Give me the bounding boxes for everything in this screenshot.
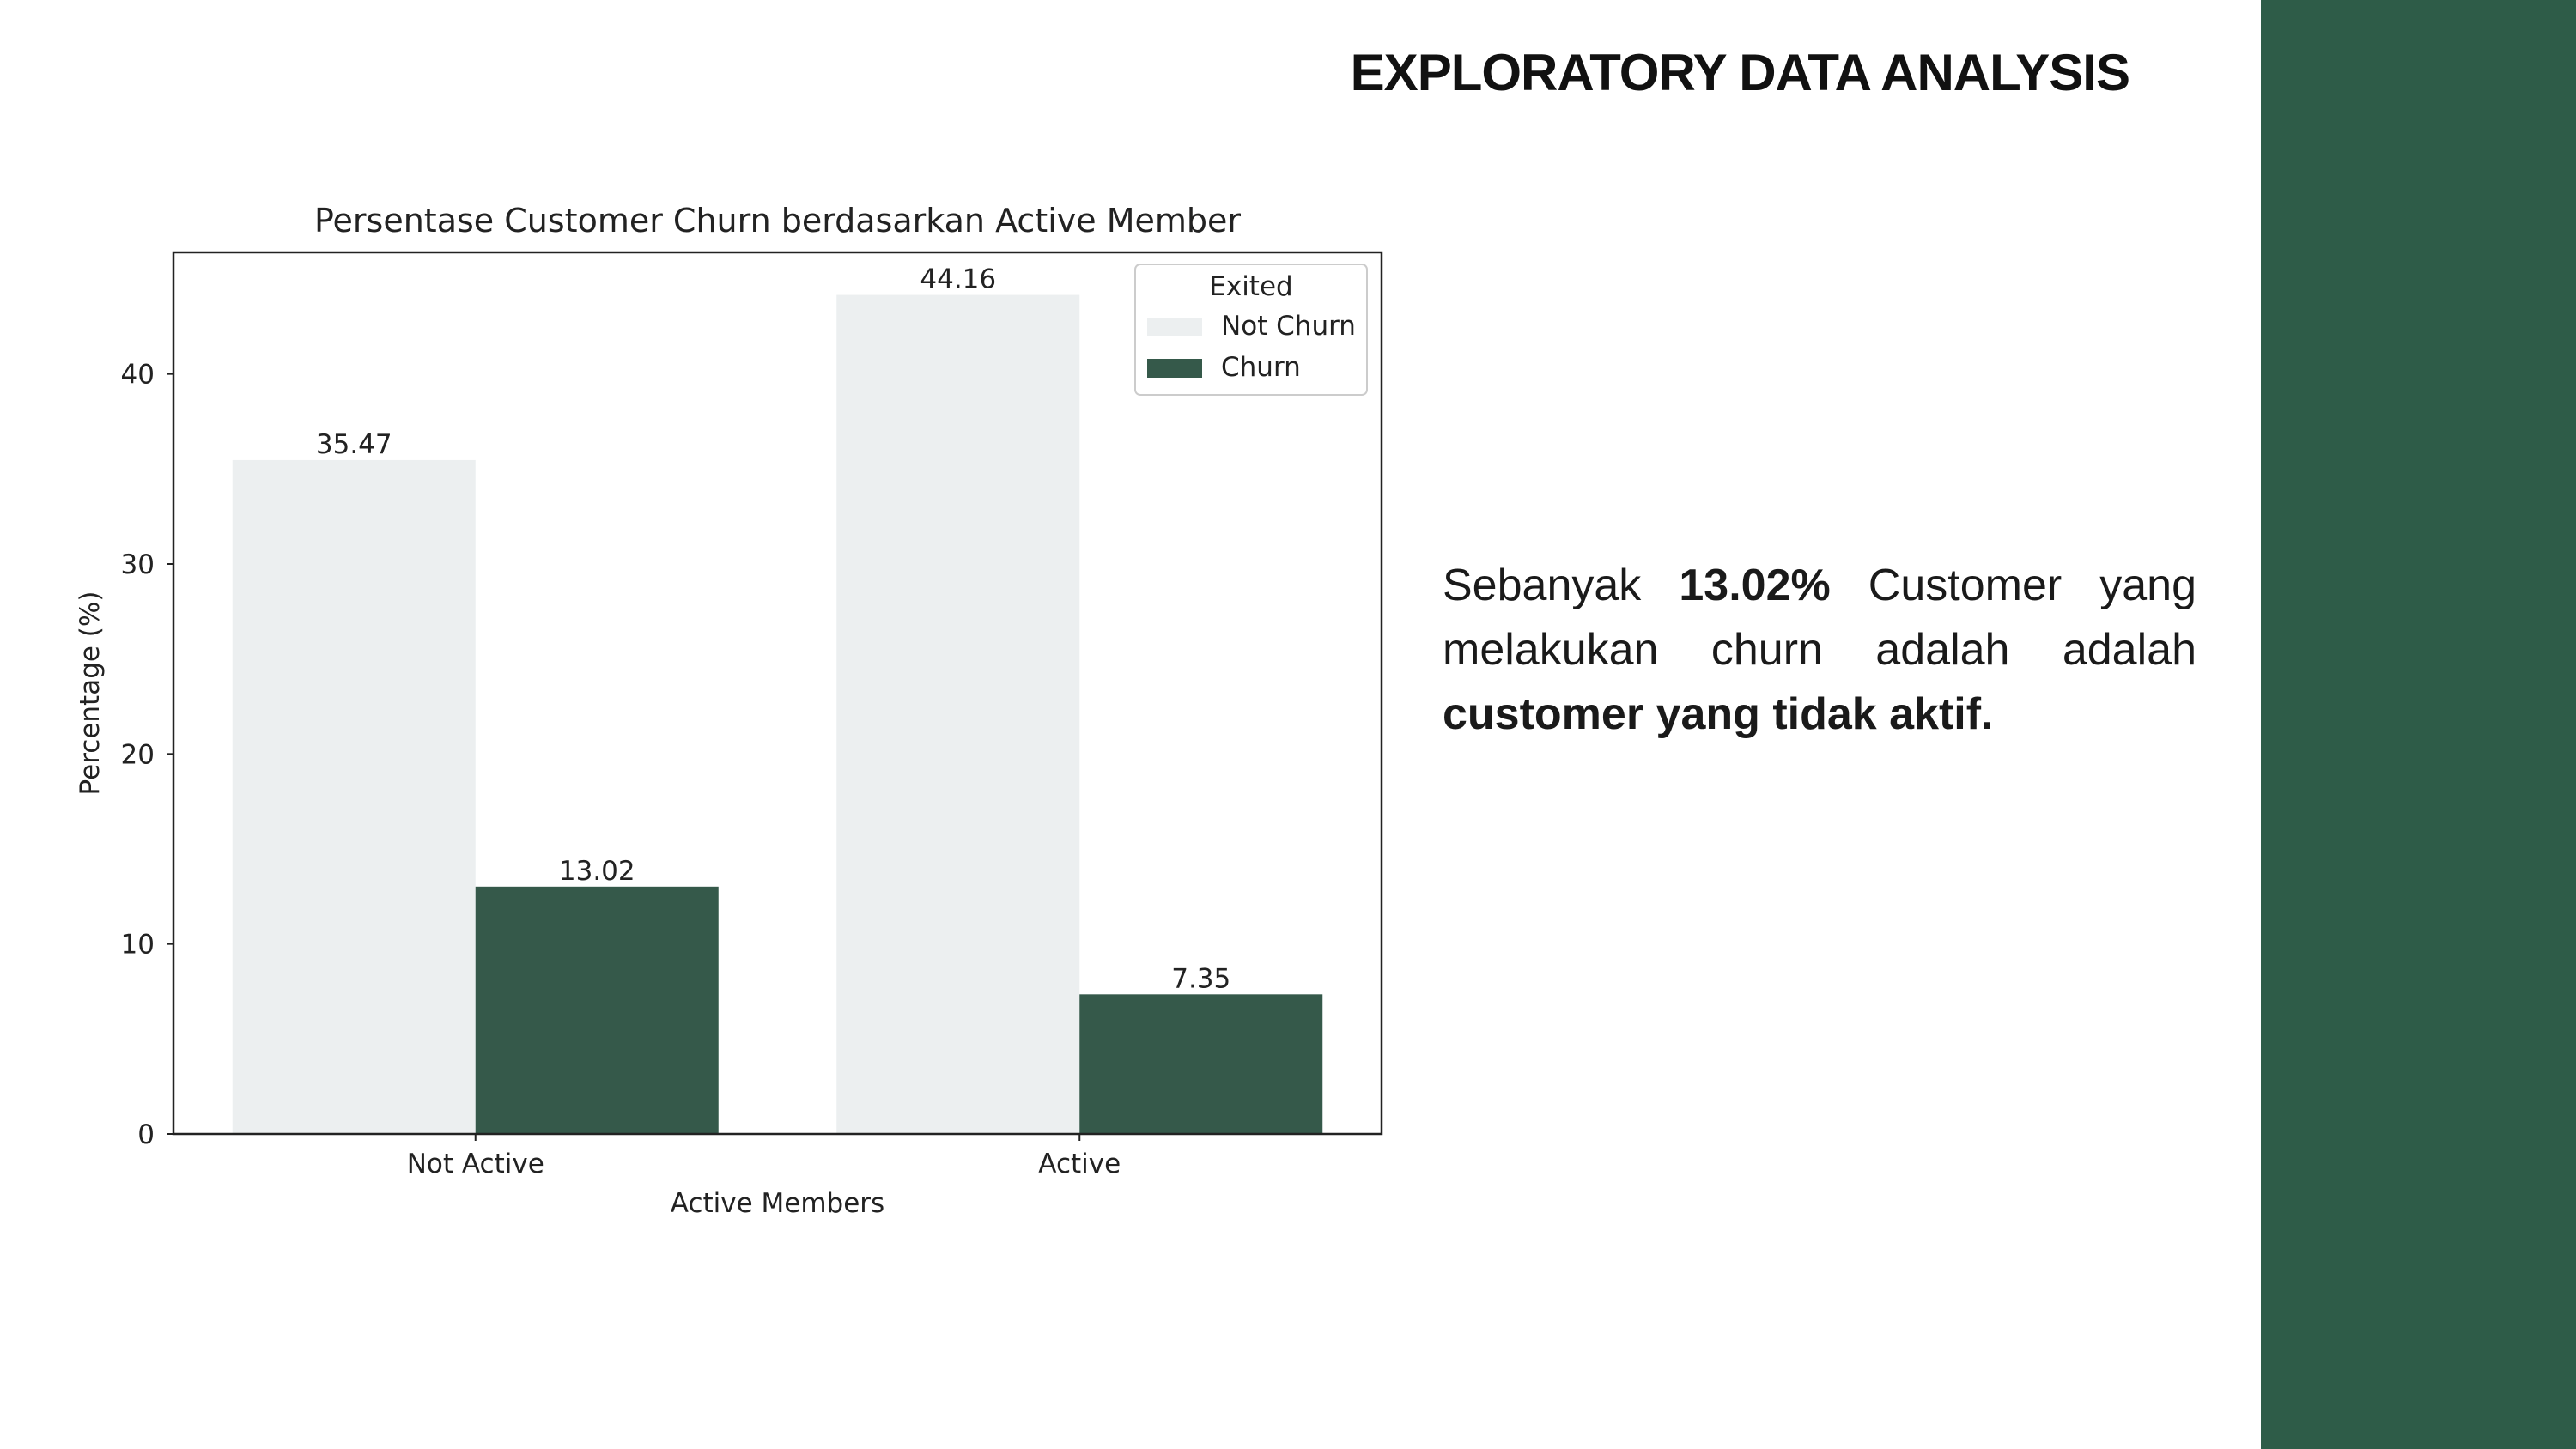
insight-text-part1: Sebanyak	[1443, 561, 1680, 610]
y-axis-label: Percentage (%)	[75, 591, 106, 796]
bar-not-churn-not-active	[232, 459, 476, 1134]
insight-emphasis: customer yang tidak aktif.	[1443, 689, 1994, 739]
legend-swatch	[1147, 359, 1202, 378]
y-tick-label: 10	[121, 930, 155, 961]
chart-title: Persentase Customer Churn berdasarkan Ac…	[314, 202, 1241, 239]
legend-label: Churn	[1221, 352, 1301, 383]
bar-churn-not-active	[475, 886, 719, 1134]
bar-chart: 35.47 13.02 Not Active 44.16 7.35 Active 0 10 20…	[75, 202, 1383, 1219]
x-tick-label: Not Active	[407, 1149, 544, 1179]
x-axis-label: Active Members	[671, 1188, 884, 1219]
plot-frame	[172, 251, 1383, 1136]
data-label: 35.47	[316, 429, 392, 460]
legend-title: Exited	[1209, 271, 1292, 302]
insight-text-part2: Customer yang melakukan churn adalah ada…	[1443, 561, 2197, 675]
legend-swatch	[1147, 318, 1202, 336]
data-label: 13.02	[559, 856, 635, 887]
data-label: 7.35	[1171, 963, 1230, 994]
slide-title: EXPLORATORY DATA ANALYSIS	[1350, 44, 2130, 101]
data-label: 44.16	[920, 264, 996, 295]
bar-not-churn-active	[836, 294, 1080, 1134]
insight-highlight: 13.02%	[1679, 561, 1831, 610]
y-tick-label: 30	[121, 549, 155, 580]
y-tick-label: 20	[121, 739, 155, 770]
x-tick-label: Active	[1038, 1149, 1121, 1179]
bar-churn-active	[1079, 994, 1323, 1134]
y-tick-label: 0	[137, 1119, 155, 1150]
insight-text: Sebanyak 13.02% Customer yang melakukan …	[1443, 554, 2196, 747]
y-tick-label: 40	[121, 360, 155, 391]
side-color-band	[2261, 0, 2576, 1449]
legend-label: Not Churn	[1221, 311, 1356, 342]
